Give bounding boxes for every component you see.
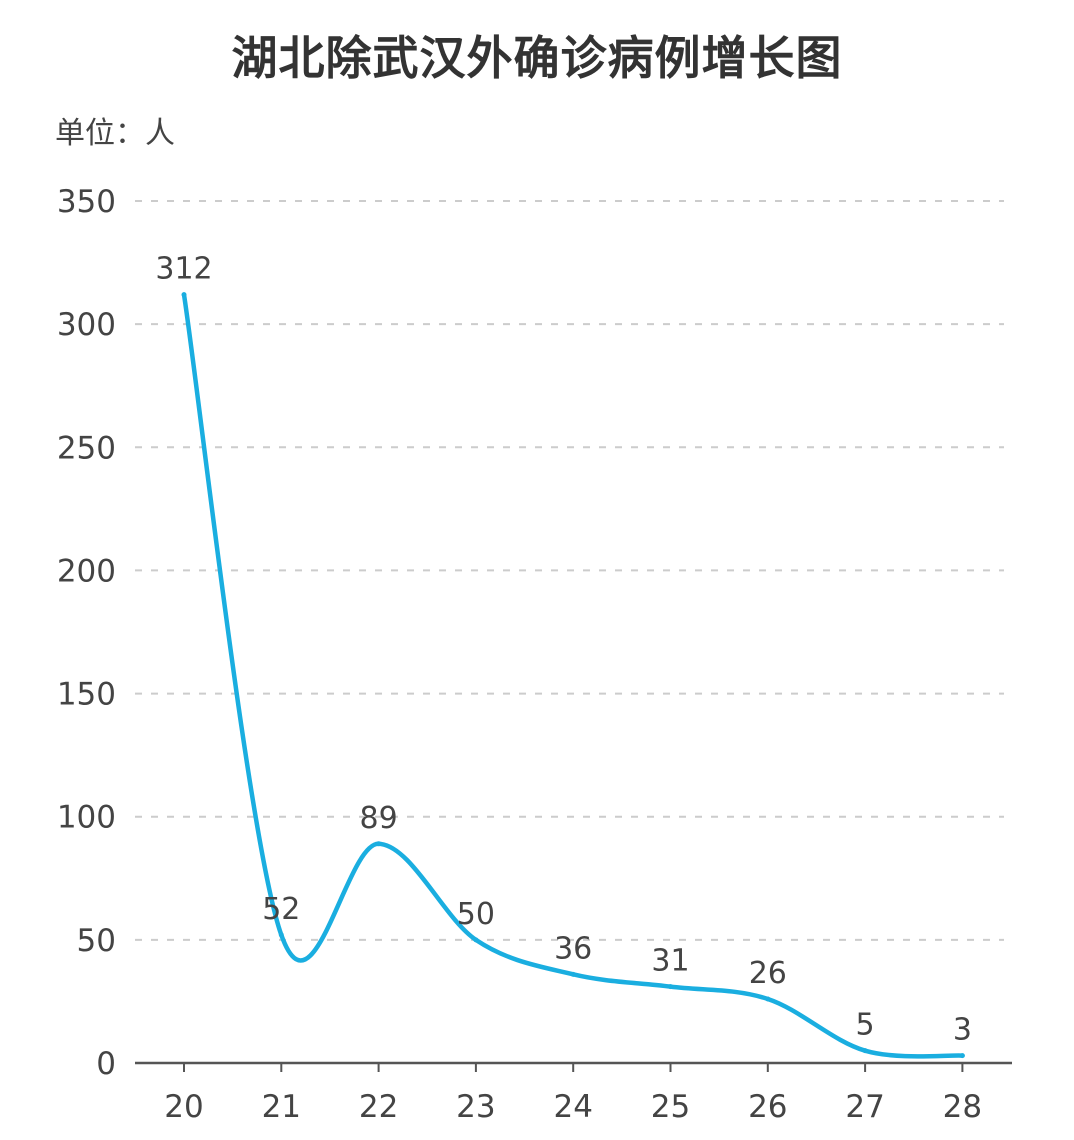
y-tick-label: 0 [96,1046,116,1082]
x-tick-label: 21 [262,1089,301,1125]
x-tick-labels: 20 21 22 23 24 25 26 27 28 [164,1089,982,1125]
data-labels: 312 52 89 50 36 31 26 5 3 [155,252,972,1048]
axes [135,1061,1012,1072]
y-tick-labels: 0 50 100 150 200 250 300 350 [57,184,116,1082]
x-tick-label: 24 [553,1089,592,1125]
data-label: 312 [155,252,212,287]
data-point [473,937,479,943]
data-label: 31 [651,944,689,979]
y-tick-label: 150 [57,677,116,713]
data-point [959,1053,965,1059]
data-point [278,932,284,938]
y-tick-label: 300 [57,307,116,343]
data-point [862,1048,868,1054]
chart-title: 湖北除武汉外确诊病例增长图 [231,31,843,85]
unit-label: 单位：人 [55,116,175,151]
data-label: 89 [360,801,398,836]
series-lines [181,292,965,1059]
x-tick-label: 27 [845,1089,884,1125]
y-tick-label: 50 [77,923,116,959]
x-tick-label: 26 [748,1089,787,1125]
data-label: 36 [554,931,592,966]
y-tick-label: 250 [57,430,116,466]
x-tick-label: 28 [943,1089,982,1125]
data-label: 26 [749,956,787,991]
x-tick-label: 25 [651,1089,690,1125]
y-tick-label: 200 [57,553,116,589]
data-point [181,292,187,298]
data-point [668,984,673,990]
x-tick-label: 23 [456,1089,495,1125]
y-tick-label: 100 [57,800,116,836]
data-point [376,841,382,847]
data-label: 50 [457,897,495,932]
grid-lines [135,200,1004,941]
data-label: 3 [953,1013,972,1048]
data-point [765,996,771,1002]
data-label: 5 [856,1008,875,1043]
data-point [570,971,576,977]
y-tick-label: 350 [57,184,116,220]
x-tick-label: 22 [359,1089,398,1125]
x-tick-label: 20 [164,1089,203,1125]
data-label: 52 [262,892,300,927]
